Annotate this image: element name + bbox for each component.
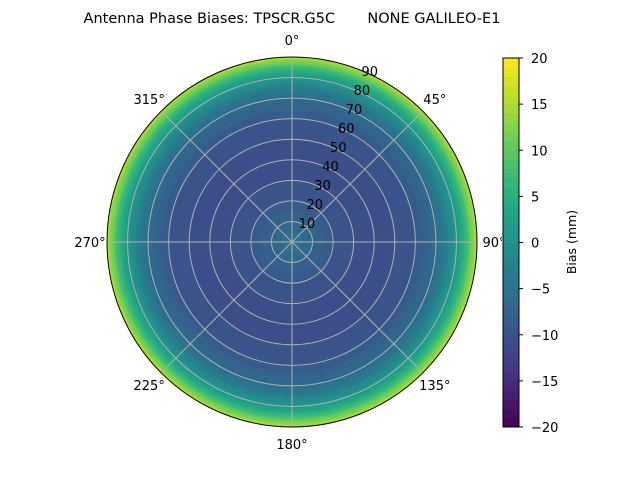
colorbar-level [503, 76, 519, 87]
angular-gridline [291, 241, 424, 374]
colorbar-level [503, 371, 519, 382]
angular-gridline [291, 110, 424, 243]
colorbar-tick-label: −10 [531, 329, 558, 344]
chart-title: Antenna Phase Biases: TPSCR.G5C NONE GAL… [84, 11, 501, 27]
colorbar-level [503, 94, 519, 105]
radial-tick-label: 50 [330, 141, 347, 156]
angular-tick-label: 225° [134, 379, 165, 394]
colorbar-level [503, 168, 519, 179]
colorbar-level [503, 233, 519, 243]
colorbar-level [503, 67, 519, 77]
colorbar-tick-label: 20 [531, 52, 548, 67]
angular-gridline [160, 110, 293, 243]
radial-tick-label: 60 [338, 122, 355, 137]
colorbar-level [503, 343, 519, 354]
angular-tick-label: 45° [423, 93, 446, 108]
colorbar-level [503, 205, 519, 216]
colorbar-tick-label: −15 [531, 375, 558, 390]
colorbar-level [503, 85, 519, 96]
colorbar-level [503, 279, 519, 290]
radial-tick-label: 40 [322, 160, 339, 175]
colorbar-level [503, 224, 519, 234]
colorbar-level [503, 141, 519, 151]
angular-tick-label: 90° [482, 236, 505, 251]
colorbar-level [503, 196, 519, 207]
colorbar-level [503, 408, 519, 419]
colorbar-level [503, 334, 519, 345]
radial-tick-label: 20 [306, 198, 323, 213]
angular-ticks: 0° 45° 90° 135° 180° 225° 270° 315° [74, 34, 505, 453]
colorbar-tick-label: 10 [531, 144, 548, 159]
polar-plot [106, 56, 478, 428]
colorbar-level [503, 390, 519, 400]
angular-tick-label: 180° [276, 438, 307, 453]
angular-tick-label: 135° [419, 379, 450, 394]
colorbar-label: Bias (mm) [564, 210, 579, 274]
angular-tick-label: 315° [134, 93, 165, 108]
colorbar-level [503, 380, 519, 391]
radial-tick-label: 90 [362, 65, 379, 80]
colorbar-tick-label: −20 [531, 421, 558, 436]
colorbar-tick-label: 15 [531, 98, 548, 113]
colorbar-level [503, 177, 519, 188]
colorbar-level [503, 288, 519, 299]
colorbar-level [503, 150, 519, 160]
colorbar-level [503, 316, 519, 327]
colorbar-level [503, 260, 519, 271]
radial-tick-label: 80 [354, 84, 371, 99]
colorbar-level [503, 399, 519, 410]
colorbar-level [503, 113, 519, 124]
angular-gridline [160, 241, 293, 374]
colorbar-level [503, 131, 519, 142]
colorbar-level [503, 104, 519, 114]
colorbar-level [503, 251, 519, 262]
colorbar-level [503, 242, 519, 253]
colorbar-level [503, 353, 519, 363]
angular-tick-label: 270° [74, 236, 105, 251]
colorbar-tick-label: 0 [531, 237, 539, 252]
colorbar: −20 −15 −10 −5 0 5 10 15 20 [502, 52, 558, 436]
colorbar-level [503, 417, 519, 428]
radial-tick-label: 30 [314, 179, 331, 194]
colorbar-level [503, 362, 519, 373]
colorbar-level [503, 270, 519, 280]
colorbar-level [503, 159, 519, 170]
radial-tick-label: 70 [346, 103, 363, 118]
polar-frame [106, 56, 478, 428]
colorbar-level [503, 307, 519, 317]
angular-tick-label: 0° [285, 34, 300, 49]
colorbar-level [503, 297, 519, 308]
colorbar-level [503, 214, 519, 225]
colorbar-level [503, 325, 519, 336]
radial-ticks: 10 20 30 40 50 60 70 80 90 [299, 65, 378, 232]
colorbar-level [503, 58, 519, 68]
colorbar-level [503, 122, 519, 133]
colorbar-tick-label: −5 [531, 283, 550, 298]
radial-tick-label: 10 [299, 217, 316, 232]
colorbar-level [503, 187, 519, 197]
colorbar-tick-label: 5 [531, 190, 539, 205]
